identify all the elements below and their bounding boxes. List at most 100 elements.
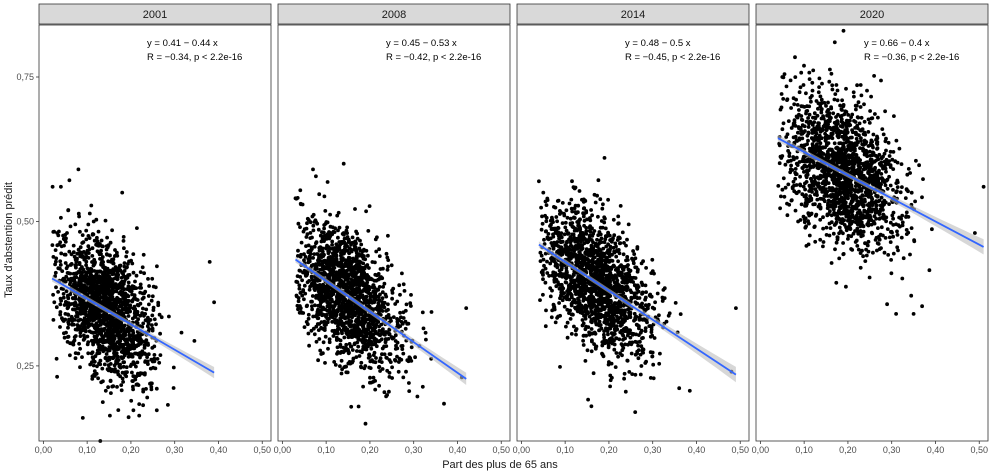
data-point — [76, 351, 81, 356]
data-point — [373, 237, 378, 242]
data-point — [131, 306, 136, 311]
data-point — [146, 277, 150, 281]
data-point — [152, 356, 157, 361]
data-point — [149, 387, 154, 392]
data-point — [336, 210, 341, 215]
data-point — [91, 363, 96, 368]
data-point — [319, 352, 324, 356]
data-point — [113, 253, 118, 258]
data-point — [112, 342, 117, 346]
data-point — [625, 358, 630, 363]
data-point — [139, 286, 144, 290]
data-point — [538, 259, 543, 263]
data-point — [318, 267, 323, 272]
data-point — [633, 372, 638, 377]
data-point — [386, 233, 390, 238]
data-point — [564, 324, 568, 329]
data-point — [364, 264, 368, 268]
data-point — [121, 364, 126, 369]
data-point — [302, 268, 307, 273]
data-point — [616, 316, 621, 321]
data-point — [357, 283, 362, 288]
data-point — [619, 342, 624, 346]
data-point — [352, 328, 357, 333]
data-point — [612, 327, 617, 331]
data-point — [116, 285, 121, 289]
data-point — [71, 340, 76, 344]
data-point — [100, 366, 105, 371]
data-point — [368, 359, 373, 364]
data-point — [346, 361, 351, 366]
data-point — [358, 275, 363, 280]
data-point — [369, 346, 374, 351]
data-point — [657, 313, 661, 318]
data-point — [377, 359, 382, 363]
data-point — [627, 274, 632, 279]
data-point — [108, 305, 113, 309]
data-point — [370, 300, 375, 305]
data-point — [597, 328, 602, 332]
data-point — [82, 333, 86, 338]
data-point — [66, 325, 70, 330]
data-point — [341, 161, 346, 166]
data-point — [567, 297, 572, 302]
data-point — [368, 294, 373, 299]
data-point — [552, 205, 556, 209]
data-point — [131, 270, 136, 275]
data-point — [87, 270, 91, 275]
data-point — [133, 351, 137, 356]
data-point — [378, 356, 383, 361]
data-point — [544, 203, 549, 208]
data-point — [379, 322, 384, 327]
data-point — [351, 284, 355, 288]
data-point — [78, 365, 82, 370]
data-point — [335, 308, 340, 312]
data-point — [76, 167, 81, 172]
data-point — [125, 337, 129, 342]
data-point — [315, 252, 320, 256]
data-point — [647, 302, 651, 307]
data-point — [639, 364, 644, 368]
data-point — [298, 269, 303, 273]
data-point — [86, 234, 91, 238]
data-point — [95, 235, 99, 240]
data-point — [92, 257, 97, 262]
data-point — [113, 248, 117, 252]
data-point — [116, 358, 121, 362]
data-point — [651, 362, 656, 367]
data-point — [212, 300, 217, 305]
data-point — [75, 303, 79, 308]
data-point — [295, 280, 300, 284]
data-point — [131, 252, 136, 256]
data-point — [355, 349, 359, 353]
data-point — [542, 237, 546, 242]
data-point — [611, 333, 616, 337]
data-point — [146, 294, 151, 298]
data-point — [360, 252, 364, 257]
data-point — [328, 297, 333, 302]
data-point — [355, 236, 360, 241]
data-point — [304, 226, 309, 231]
data-point — [334, 262, 339, 266]
data-point — [361, 384, 365, 389]
data-point — [305, 221, 309, 226]
data-point — [401, 375, 406, 380]
data-point — [54, 259, 58, 264]
data-point — [401, 351, 406, 356]
data-point — [158, 331, 163, 336]
x-tick-label: 0,50 — [492, 445, 510, 455]
data-point — [608, 373, 613, 378]
data-point — [382, 332, 387, 337]
data-point — [553, 320, 558, 325]
data-point — [354, 254, 359, 259]
data-point — [102, 298, 107, 302]
data-point — [99, 331, 104, 336]
data-point — [359, 360, 364, 365]
x-tick-label: 0,20 — [361, 445, 379, 455]
data-point — [325, 234, 330, 239]
data-point — [581, 286, 586, 290]
data-point — [565, 335, 570, 340]
data-point — [333, 363, 338, 367]
data-point — [60, 316, 64, 321]
data-point — [382, 352, 387, 357]
